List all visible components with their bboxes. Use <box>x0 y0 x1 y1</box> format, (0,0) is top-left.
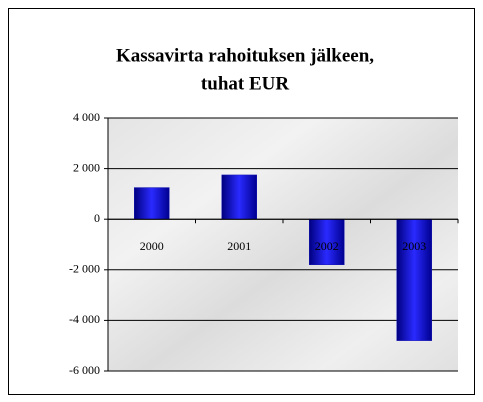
chart-title: Kassavirta rahoituksen jälkeen, <box>116 45 374 66</box>
bar <box>396 218 432 341</box>
chart-title: tuhat EUR <box>201 73 289 94</box>
bar <box>134 187 170 220</box>
x-tick-label: 2002 <box>315 239 339 253</box>
x-tick-label: 2001 <box>227 239 251 253</box>
y-tick-label: -6 000 <box>69 363 100 377</box>
x-tick-label: 2003 <box>402 239 426 253</box>
bar <box>221 174 257 220</box>
x-tick-label: 2000 <box>140 239 164 253</box>
y-tick-label: 2 000 <box>73 160 100 174</box>
y-tick-label: -4 000 <box>69 312 100 326</box>
y-tick-label: 4 000 <box>73 110 100 124</box>
y-tick-label: -2 000 <box>69 262 100 276</box>
y-tick-label: 0 <box>94 211 100 225</box>
